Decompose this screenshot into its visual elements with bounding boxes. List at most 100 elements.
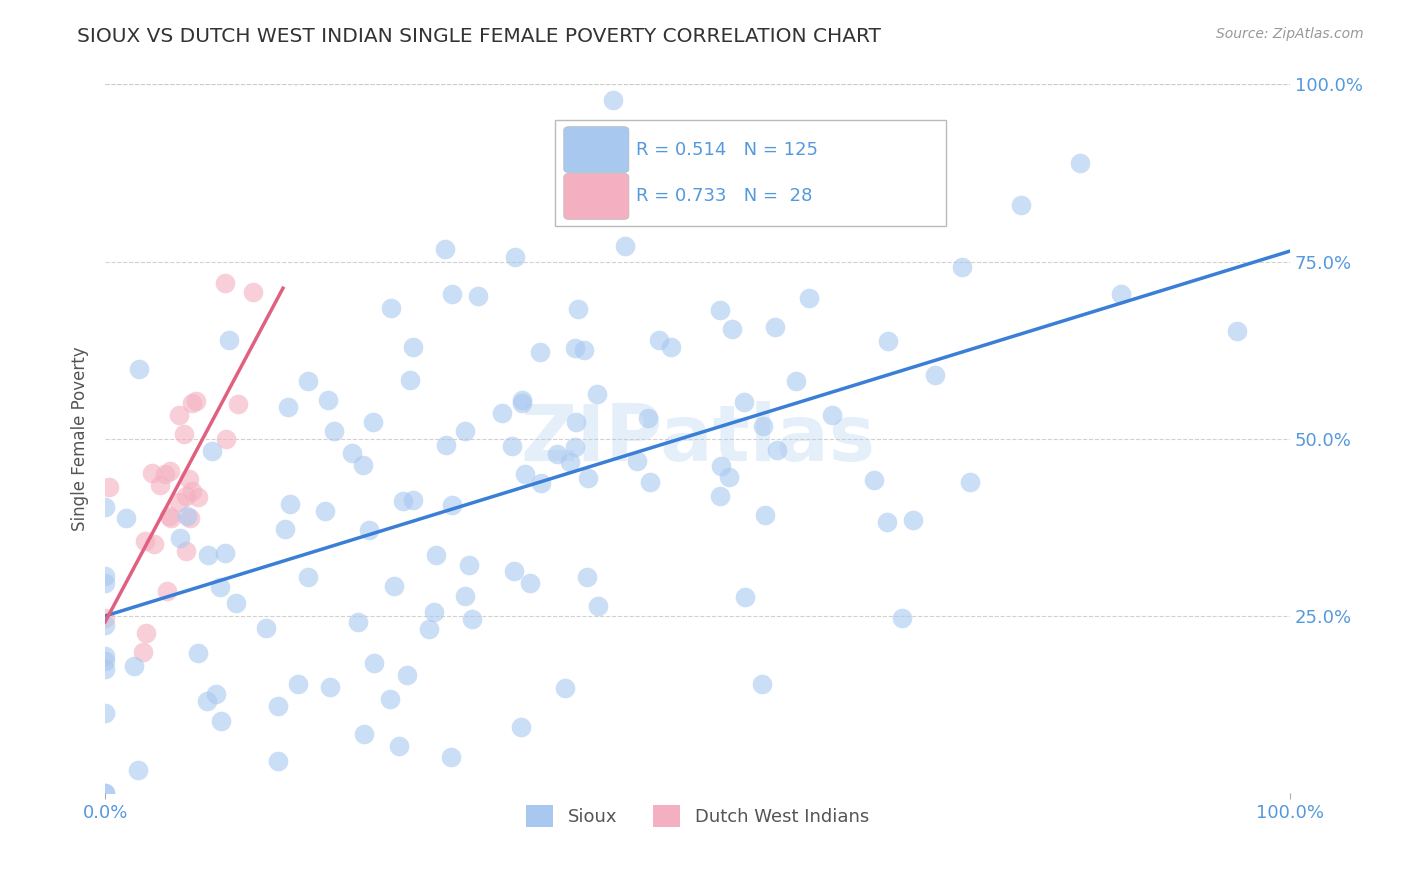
- Dutch West Indians: [173, 427, 195, 442]
- Dutch West Indians: [98, 480, 121, 494]
- Text: ZIPatlas: ZIPatlas: [520, 401, 875, 477]
- FancyBboxPatch shape: [564, 127, 628, 173]
- Sioux: [94, 500, 117, 514]
- Dutch West Indians: [135, 626, 157, 640]
- Dutch West Indians: [215, 432, 238, 446]
- Sioux: [659, 340, 682, 354]
- Sioux: [297, 375, 319, 389]
- Y-axis label: Single Female Poverty: Single Female Poverty: [72, 347, 89, 532]
- Sioux: [277, 400, 299, 414]
- Dutch West Indians: [159, 464, 181, 478]
- Dutch West Indians: [174, 489, 197, 503]
- Sioux: [357, 523, 380, 537]
- Sioux: [204, 687, 226, 701]
- Dutch West Indians: [187, 491, 209, 505]
- Sioux: [530, 476, 553, 491]
- Sioux: [454, 589, 477, 603]
- Sioux: [267, 699, 290, 714]
- Sioux: [441, 498, 464, 512]
- Sioux: [267, 754, 290, 768]
- Sioux: [950, 260, 973, 274]
- Sioux: [434, 438, 457, 452]
- Dutch West Indians: [169, 494, 191, 508]
- Sioux: [392, 493, 415, 508]
- Sioux: [510, 396, 533, 410]
- Sioux: [418, 622, 440, 636]
- Dutch West Indians: [242, 285, 264, 299]
- Sioux: [876, 515, 898, 529]
- Sioux: [572, 343, 595, 357]
- Sioux: [314, 503, 336, 517]
- Sioux: [353, 727, 375, 741]
- Sioux: [425, 548, 447, 562]
- Sioux: [613, 239, 636, 253]
- Sioux: [378, 692, 401, 706]
- Sioux: [402, 341, 425, 355]
- Sioux: [278, 497, 301, 511]
- Dutch West Indians: [132, 644, 155, 658]
- Sioux: [122, 659, 145, 673]
- Sioux: [402, 493, 425, 508]
- Dutch West Indians: [157, 508, 180, 523]
- Sioux: [766, 442, 789, 457]
- Sioux: [576, 570, 599, 584]
- Sioux: [361, 415, 384, 429]
- Dutch West Indians: [134, 534, 156, 549]
- Sioux: [785, 374, 807, 388]
- Sioux: [821, 408, 844, 422]
- Sioux: [862, 473, 884, 487]
- Sioux: [94, 618, 117, 632]
- Sioux: [754, 508, 776, 522]
- Sioux: [529, 344, 551, 359]
- Sioux: [340, 445, 363, 459]
- Sioux: [197, 548, 219, 562]
- Sioux: [564, 342, 586, 356]
- Sioux: [797, 291, 820, 305]
- Sioux: [94, 648, 117, 663]
- Sioux: [323, 424, 346, 438]
- Dutch West Indians: [156, 583, 179, 598]
- Sioux: [457, 558, 479, 573]
- Sioux: [94, 576, 117, 591]
- Sioux: [176, 508, 198, 523]
- Sioux: [576, 471, 599, 485]
- Sioux: [218, 333, 240, 347]
- Sioux: [509, 720, 531, 734]
- Sioux: [94, 706, 117, 720]
- Sioux: [501, 438, 523, 452]
- Sioux: [751, 677, 773, 691]
- Sioux: [752, 419, 775, 434]
- Sioux: [503, 564, 526, 578]
- Sioux: [763, 319, 786, 334]
- Sioux: [297, 570, 319, 584]
- Sioux: [637, 411, 659, 425]
- Sioux: [709, 489, 731, 503]
- Dutch West Indians: [159, 510, 181, 524]
- Dutch West Indians: [94, 611, 117, 625]
- Sioux: [319, 680, 342, 694]
- Sioux: [503, 250, 526, 264]
- Sioux: [94, 786, 117, 800]
- Sioux: [558, 455, 581, 469]
- Sioux: [959, 475, 981, 489]
- Sioux: [115, 511, 138, 525]
- Sioux: [626, 454, 648, 468]
- Sioux: [734, 591, 756, 605]
- Sioux: [254, 621, 277, 635]
- Sioux: [225, 596, 247, 610]
- Text: R = 0.733   N =  28: R = 0.733 N = 28: [636, 187, 813, 205]
- Sioux: [380, 301, 402, 316]
- Sioux: [564, 415, 586, 429]
- Sioux: [602, 94, 624, 108]
- Dutch West Indians: [228, 397, 250, 411]
- Dutch West Indians: [214, 276, 236, 290]
- Text: R = 0.514   N = 125: R = 0.514 N = 125: [636, 141, 818, 159]
- Sioux: [440, 749, 463, 764]
- Dutch West Indians: [155, 467, 177, 481]
- Sioux: [709, 303, 731, 318]
- Sioux: [195, 694, 218, 708]
- Sioux: [513, 467, 536, 482]
- Sioux: [877, 334, 900, 348]
- Sioux: [128, 361, 150, 376]
- FancyBboxPatch shape: [555, 120, 946, 227]
